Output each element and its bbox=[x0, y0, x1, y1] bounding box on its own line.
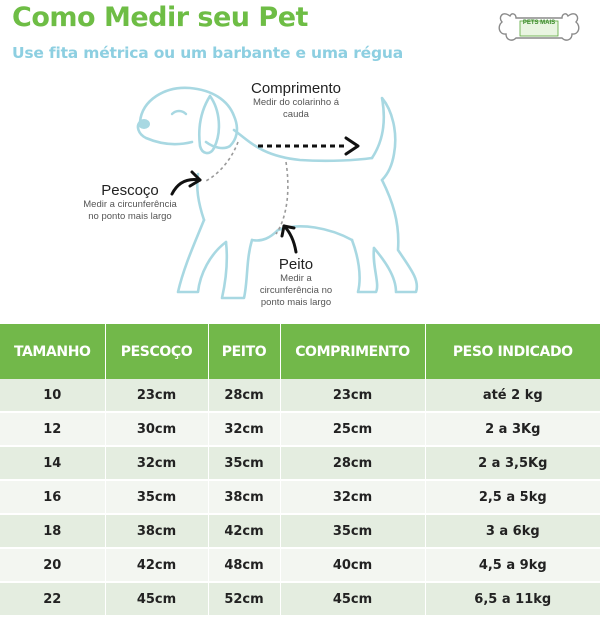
cell-peso: até 2 kg bbox=[425, 379, 600, 413]
header-pescoco: PESCOÇO bbox=[105, 324, 209, 379]
cell-peso: 3 a 6kg bbox=[425, 514, 600, 549]
cell-peito: 35cm bbox=[208, 446, 281, 481]
cell-pescoco: 42cm bbox=[105, 548, 209, 583]
dog-measurement-illustration bbox=[136, 86, 419, 300]
comprimento-desc-1: Medir do colarinho á bbox=[252, 97, 340, 108]
cell-comprimento: 32cm bbox=[280, 480, 426, 515]
page-subtitle: Use fita métrica ou um barbante e uma ré… bbox=[12, 44, 403, 62]
pescoco-label-group: Pescoço Medir a circunferência no ponto … bbox=[68, 182, 192, 223]
cell-tamanho: 14 bbox=[0, 446, 106, 481]
cell-pescoco: 45cm bbox=[105, 582, 209, 617]
cell-tamanho: 22 bbox=[0, 582, 106, 617]
peito-desc-2: circunferência no bbox=[259, 285, 333, 296]
cell-pescoco: 23cm bbox=[105, 379, 209, 413]
peito-label: Peito bbox=[278, 256, 314, 273]
peito-desc-1: Medir a bbox=[280, 273, 312, 284]
dog-belly-outline bbox=[250, 225, 354, 242]
peito-label-group: Peito Medir a circunferência no ponto ma… bbox=[244, 256, 348, 309]
peito-desc-3: ponto mais largo bbox=[260, 297, 332, 308]
dog-head-outline bbox=[138, 86, 239, 150]
comprimento-desc-2: cauda bbox=[283, 109, 309, 120]
comprimento-label: Comprimento bbox=[250, 80, 342, 97]
chest-arrow-icon bbox=[280, 224, 298, 254]
header-peso-indicado: PESO INDICADO bbox=[425, 324, 600, 379]
bone-logo-icon bbox=[498, 13, 580, 41]
table-row: 20 42cm 48cm 40cm 4,5 a 9kg bbox=[0, 548, 600, 583]
cell-pescoco: 32cm bbox=[105, 446, 209, 481]
length-arrow-icon bbox=[258, 136, 360, 156]
cell-comprimento: 45cm bbox=[280, 582, 426, 617]
size-table-header: TAMANHO PESCOÇO PEITO COMPRIMENTO PESO I… bbox=[0, 324, 600, 379]
comprimento-label-group: Comprimento Medir do colarinho á cauda bbox=[236, 80, 356, 121]
cell-peso: 4,5 a 9kg bbox=[425, 548, 600, 583]
cell-comprimento: 40cm bbox=[280, 548, 426, 583]
cell-peso: 2,5 a 5kg bbox=[425, 480, 600, 515]
cell-tamanho: 10 bbox=[0, 379, 106, 413]
cell-pescoco: 30cm bbox=[105, 412, 209, 447]
table-row: 22 45cm 52cm 45cm 6,5 a 11kg bbox=[0, 582, 600, 617]
cell-comprimento: 23cm bbox=[280, 379, 426, 413]
pescoco-label: Pescoço bbox=[101, 182, 159, 199]
cell-tamanho: 12 bbox=[0, 412, 106, 447]
logo-text: PETS MAIS bbox=[522, 20, 556, 26]
chest-guide bbox=[275, 161, 289, 235]
cell-comprimento: 35cm bbox=[280, 514, 426, 549]
cell-peito: 52cm bbox=[208, 582, 281, 617]
header-tamanho: TAMANHO bbox=[0, 324, 106, 379]
cell-pescoco: 35cm bbox=[105, 480, 209, 515]
pescoco-desc-1: Medir a circunferência bbox=[83, 199, 177, 210]
neck-arrow-icon bbox=[170, 170, 202, 196]
cell-peso: 6,5 a 11kg bbox=[425, 582, 600, 617]
cell-tamanho: 20 bbox=[0, 548, 106, 583]
size-table: TAMANHO PESCOÇO PEITO COMPRIMENTO PESO I… bbox=[0, 324, 600, 617]
cell-peito: 32cm bbox=[208, 412, 281, 447]
cell-comprimento: 25cm bbox=[280, 412, 426, 447]
table-row: 14 32cm 35cm 28cm 2 a 3,5Kg bbox=[0, 446, 600, 481]
dog-back-outline bbox=[232, 128, 374, 163]
table-row: 12 30cm 32cm 25cm 2 a 3Kg bbox=[0, 412, 600, 447]
cell-peso: 2 a 3Kg bbox=[425, 412, 600, 447]
cell-peso: 2 a 3,5Kg bbox=[425, 446, 600, 481]
cell-peito: 48cm bbox=[208, 548, 281, 583]
neck-guide bbox=[203, 141, 239, 183]
cell-peito: 38cm bbox=[208, 480, 281, 515]
header-peito: PEITO bbox=[208, 324, 281, 379]
cell-comprimento: 28cm bbox=[280, 446, 426, 481]
table-row: 18 38cm 42cm 35cm 3 a 6kg bbox=[0, 514, 600, 549]
cell-tamanho: 16 bbox=[0, 480, 106, 515]
table-row: 16 35cm 38cm 32cm 2,5 a 5kg bbox=[0, 480, 600, 515]
cell-tamanho: 18 bbox=[0, 514, 106, 549]
pescoco-desc-2: no ponto mais largo bbox=[88, 211, 172, 222]
page-title: Como Medir seu Pet bbox=[12, 2, 308, 33]
cell-peito: 42cm bbox=[208, 514, 281, 549]
cell-pescoco: 38cm bbox=[105, 514, 209, 549]
header-comprimento: COMPRIMENTO bbox=[280, 324, 426, 379]
cell-peito: 28cm bbox=[208, 379, 281, 413]
table-row: 10 23cm 28cm 23cm até 2 kg bbox=[0, 379, 600, 413]
dog-tail-outline bbox=[370, 96, 397, 182]
